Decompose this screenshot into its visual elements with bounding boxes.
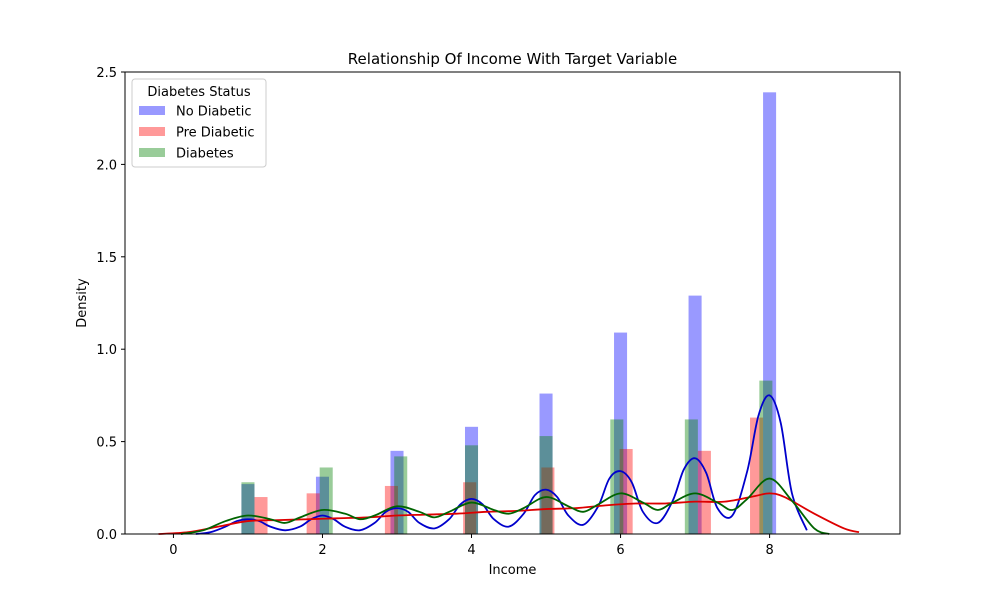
y-axis-ticks: 0.0 0.5 1.0 1.5 2.0 2.5	[96, 66, 125, 543]
bar-diabetes-4	[464, 445, 479, 534]
bar-diabetes-2	[319, 467, 333, 534]
bar-diabetes-3	[394, 456, 408, 534]
bar-no-diabetic-7	[688, 295, 702, 534]
y-tick-label: 2.0	[96, 158, 117, 173]
x-axis-ticks: 0 2 4 6 8	[169, 534, 774, 558]
x-axis-label: Income	[489, 563, 537, 578]
bar-no-diabetic-4	[464, 426, 479, 534]
bar-diabetes-5	[539, 436, 553, 534]
bar-pre-diabetic-8	[750, 417, 764, 534]
bar-pre-diabetic-5	[541, 467, 555, 534]
plot-area: 0 2 4 6 8 0.0 0.5 1.0 1.5 2.0 2.5	[96, 66, 901, 558]
kde-layer	[158, 394, 860, 535]
chart-title: Relationship Of Income With Target Varia…	[348, 50, 677, 68]
bar-diabetes-1	[241, 482, 255, 534]
legend-title: Diabetes Status	[147, 85, 250, 100]
kde-line-diabetes	[180, 477, 830, 535]
x-tick-label: 8	[765, 543, 773, 558]
plot-frame	[124, 71, 901, 535]
y-tick-label: 1.0	[96, 343, 117, 358]
bar-no-diabetic-5	[539, 393, 553, 534]
bar-no-diabetic-8	[763, 92, 777, 534]
legend-label-diabetes: Diabetes	[176, 147, 234, 162]
y-tick-label: 2.5	[96, 66, 117, 81]
y-axis-label: Density	[75, 278, 90, 328]
kde-line-pre-diabetic	[158, 492, 860, 535]
bar-diabetes-8	[759, 380, 773, 534]
bar-pre-diabetic-4	[463, 482, 477, 534]
kde-line-no-diabetic	[195, 394, 808, 535]
legend-box	[131, 78, 267, 168]
y-tick-label: 1.5	[96, 251, 117, 266]
legend: Diabetes Status No Diabetic Pre Diabetic D…	[131, 78, 267, 168]
bar-diabetes-6	[610, 419, 624, 534]
bar-diabetes-7	[684, 419, 698, 534]
x-tick-label: 4	[467, 543, 475, 558]
x-tick-label: 2	[318, 543, 326, 558]
y-tick-label: 0.5	[96, 436, 117, 451]
legend-swatch-no-diabetic	[139, 106, 165, 115]
legend-label-pre-diabetic: Pre Diabetic	[176, 126, 255, 141]
bar-no-diabetic-3	[390, 450, 404, 534]
x-tick-label: 6	[616, 543, 624, 558]
x-tick-label: 0	[169, 543, 177, 558]
legend-label-no-diabetic: No Diabetic	[176, 105, 252, 120]
legend-swatch-diabetes	[139, 148, 165, 157]
bar-pre-diabetic-1	[254, 497, 268, 534]
legend-swatch-pre-diabetic	[139, 127, 165, 136]
bar-no-diabetic-6	[614, 332, 628, 534]
bar-pre-diabetic-7	[697, 450, 711, 534]
bar-pre-diabetic-6	[619, 448, 633, 534]
legend-items: No Diabetic Pre Diabetic Diabetes	[139, 105, 255, 162]
bar-pre-diabetic-2	[306, 493, 320, 534]
y-tick-label: 0.0	[96, 528, 117, 543]
